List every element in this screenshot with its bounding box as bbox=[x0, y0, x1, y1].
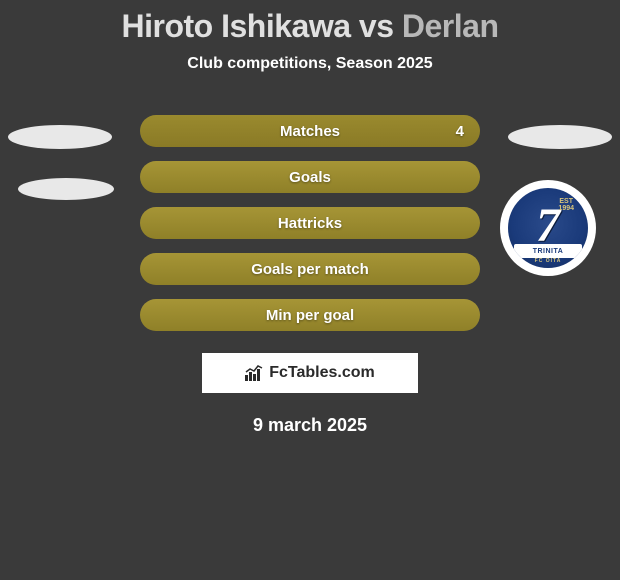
crest-year: 1994 bbox=[558, 205, 574, 212]
crest-est-label: EST bbox=[559, 198, 573, 205]
date-text: 9 march 2025 bbox=[0, 415, 620, 436]
stat-label: Goals bbox=[289, 169, 331, 186]
vs-separator: vs bbox=[359, 8, 394, 44]
crest-sub: FC OITA bbox=[535, 258, 562, 264]
crest-inner: EST 1994 7 TRINITA FC OITA bbox=[508, 188, 588, 268]
stat-row: Goals per match bbox=[140, 253, 480, 285]
player1-name: Hiroto Ishikawa bbox=[122, 8, 351, 44]
team-crest: EST 1994 7 TRINITA FC OITA bbox=[500, 180, 596, 276]
stat-label: Goals per match bbox=[251, 261, 369, 278]
crest-mark: 7 bbox=[536, 202, 560, 250]
crest-banner: TRINITA FC OITA bbox=[514, 244, 582, 258]
left-ellipse-2 bbox=[18, 178, 114, 200]
brand-box: FcTables.com bbox=[202, 353, 418, 393]
stat-label: Hattricks bbox=[278, 215, 342, 232]
stat-row: Hattricks bbox=[140, 207, 480, 239]
subtitle: Club competitions, Season 2025 bbox=[0, 55, 620, 73]
crest-org: TRINITA bbox=[533, 248, 564, 255]
stat-row: Goals bbox=[140, 161, 480, 193]
stat-value-right: 4 bbox=[456, 123, 464, 140]
stat-row: Matches 4 bbox=[140, 115, 480, 147]
player2-name: Derlan bbox=[402, 8, 499, 44]
left-ellipse-1 bbox=[8, 125, 112, 149]
right-ellipse-1 bbox=[508, 125, 612, 149]
brand-text: FcTables.com bbox=[269, 364, 375, 382]
stat-row: Min per goal bbox=[140, 299, 480, 331]
page-title: Hiroto Ishikawa vs Derlan bbox=[0, 0, 620, 45]
stat-label: Min per goal bbox=[266, 307, 354, 324]
brand-chart-icon bbox=[245, 365, 265, 381]
stat-label: Matches bbox=[280, 123, 340, 140]
crest-est: EST 1994 bbox=[558, 198, 574, 212]
